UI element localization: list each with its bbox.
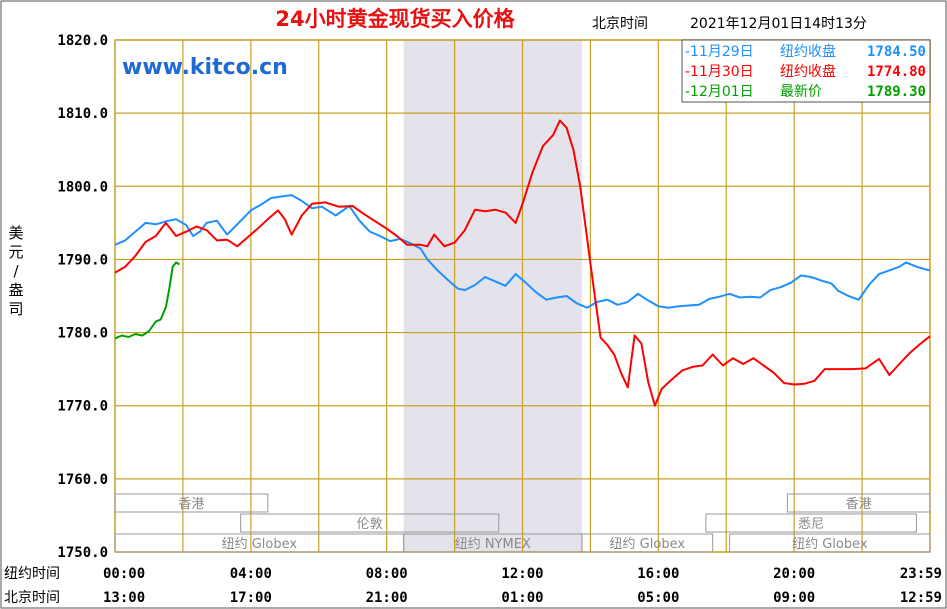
grid-lines xyxy=(114,39,931,553)
y-tick-label: 1760.0 xyxy=(57,472,108,488)
series-lines xyxy=(114,119,931,407)
x-tick-label: 12:59 xyxy=(900,590,942,606)
session-box: 香港 xyxy=(786,493,931,513)
x-tick-label: 17:00 xyxy=(230,590,272,606)
x-axis-row-name: 纽约时间 xyxy=(4,566,60,582)
session-label: 香港 xyxy=(178,497,204,512)
y-tick-label: 1790.0 xyxy=(57,252,108,268)
series-line xyxy=(114,119,931,407)
x-tick-label: 05:00 xyxy=(637,590,679,606)
session-box-rect xyxy=(114,493,269,513)
nymex-band-rect xyxy=(403,40,582,552)
session-box: 悉尼 xyxy=(705,513,917,533)
series-line xyxy=(114,194,931,309)
session-box-rect xyxy=(786,493,931,513)
session-label: 纽约 Globex xyxy=(610,537,686,552)
x-tick-label: 00:00 xyxy=(103,566,145,582)
legend-series-label: 最新价 xyxy=(780,84,822,100)
x-axis-row-name: 北京时间 xyxy=(4,590,60,606)
chart-title: 24小时黄金现货买入价格 xyxy=(275,7,515,31)
x-tick-label: 09:00 xyxy=(773,590,815,606)
session-box-rect xyxy=(729,533,931,553)
x-tick-label: 16:00 xyxy=(637,566,679,582)
y-axis-label-char: / xyxy=(13,262,19,280)
session-box-rect xyxy=(581,533,714,553)
y-tick-label: 1780.0 xyxy=(57,326,108,342)
session-box: 香港 xyxy=(114,493,269,513)
y-axis-ticks: 1820.0 1810.0 1800.0 1790.0 1780.0 1770.0 1760… xyxy=(57,33,108,561)
legend-series-label: 纽约收盘 xyxy=(780,63,836,80)
x-tick-label: 08:00 xyxy=(366,566,408,582)
session-label: 纽约 Globex xyxy=(222,537,298,552)
session-box-rect xyxy=(240,513,500,533)
session-box-rect xyxy=(705,513,917,533)
session-label: 纽约 NYMEX xyxy=(455,537,531,552)
x-tick-label: 23:59 xyxy=(900,566,942,582)
legend-series-value: 1789.30 xyxy=(867,84,926,100)
y-tick-label: 1810.0 xyxy=(57,106,108,122)
y-tick-label: 1770.0 xyxy=(57,399,108,415)
session-box: 纽约 Globex xyxy=(729,533,931,553)
session-box: 伦敦 xyxy=(240,513,500,533)
y-axis-label-char: 盎 xyxy=(8,281,23,299)
legend-series-name: -11月30日 xyxy=(685,64,754,80)
x-tick-label: 01:00 xyxy=(501,590,543,606)
legend-series-value: 1784.50 xyxy=(867,44,926,60)
x-axis-ticks: 纽约时间 00:00 04:00 08:00 12:00 16:00 20:00 23:59 北… xyxy=(4,566,942,606)
legend-entry: -11月30日 纽约收盘 1774.80 xyxy=(685,63,926,80)
session-label: 香港 xyxy=(846,497,872,512)
y-tick-label: 1750.0 xyxy=(57,545,108,561)
timestamp-value: 2021年12月01日14时13分 xyxy=(690,16,867,32)
y-axis-label: 美元/盎司 xyxy=(8,224,23,318)
legend-box xyxy=(681,39,931,103)
nymex-band xyxy=(403,40,582,552)
watermark: www.kitco.cn xyxy=(122,55,288,80)
legend-series-label: 纽约收盘 xyxy=(780,43,836,60)
session-box: 纽约 Globex xyxy=(581,533,714,553)
y-axis-label-char: 美 xyxy=(8,224,23,242)
y-tick-label: 1820.0 xyxy=(57,33,108,49)
session-label: 悉尼 xyxy=(798,517,824,532)
x-tick-label: 21:00 xyxy=(366,590,408,606)
series-line xyxy=(114,261,181,340)
y-axis-label-char: 司 xyxy=(8,300,23,318)
legend-entry: -12月01日 最新价 1789.30 xyxy=(685,84,926,100)
x-tick-label: 04:00 xyxy=(230,566,272,582)
legend-series-value: 1774.80 xyxy=(867,64,926,80)
legend-series-name: -12月01日 xyxy=(685,84,754,100)
legend: -11月29日 纽约收盘 1784.50-11月30日 纽约收盘 1774.80-12月… xyxy=(681,39,931,103)
x-tick-label: 12:00 xyxy=(501,566,543,582)
y-tick-label: 1800.0 xyxy=(57,179,108,195)
timestamp-zone: 北京时间 xyxy=(592,16,648,32)
legend-series-name: -11月29日 xyxy=(685,44,754,60)
session-label: 纽约 Globex xyxy=(792,537,868,552)
x-tick-label: 13:00 xyxy=(103,590,145,606)
y-axis-label-char: 元 xyxy=(8,243,23,261)
legend-entry: -11月29日 纽约收盘 1784.50 xyxy=(685,43,926,60)
x-tick-label: 20:00 xyxy=(773,566,815,582)
session-label: 伦敦 xyxy=(357,516,383,532)
